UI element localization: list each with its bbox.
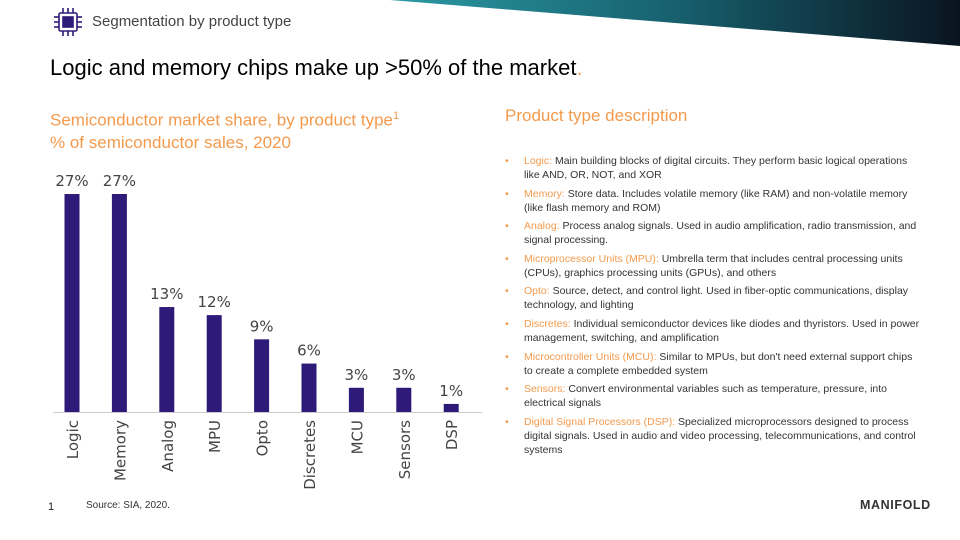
description-text: Umbrella term that includes central proc… xyxy=(524,252,903,279)
bullet-icon: • xyxy=(505,350,509,363)
data-label: 13% xyxy=(150,285,183,303)
bar-memory xyxy=(111,194,127,412)
description-term: Opto: xyxy=(524,285,550,298)
x-tick-label: Logic xyxy=(64,420,82,459)
bullet-icon: • xyxy=(505,220,509,233)
x-tick-label: Discretes xyxy=(301,420,319,490)
bar-logic xyxy=(64,194,80,412)
x-tick-label: Analog xyxy=(159,420,177,472)
description-term: Sensors: xyxy=(524,383,566,396)
x-tick-label: Memory xyxy=(111,420,129,481)
description-term: Analog: xyxy=(524,220,560,233)
brand-logo: MANIFOLD xyxy=(860,498,931,512)
bar-discretes xyxy=(301,363,317,412)
description-text: Store data. Includes volatile memory (li… xyxy=(524,187,908,214)
description-text: Convert environmental variables such as … xyxy=(524,383,888,410)
description-item: • Sensors: Convert environmental variable… xyxy=(505,382,920,410)
bar-mcu xyxy=(348,387,364,412)
bar-opto xyxy=(254,339,270,412)
bullet-icon: • xyxy=(505,383,509,396)
data-label: 9% xyxy=(250,317,274,335)
description-text: Process analog signals. Used in audio am… xyxy=(524,220,917,247)
description-item: • Opto: Source, detect, and control light… xyxy=(505,284,920,312)
description-text: Similar to MPUs, but don't need external… xyxy=(524,350,913,377)
description-title: Product type description xyxy=(505,106,688,125)
description-item: • Discretes: Individual semiconductor dev… xyxy=(505,317,920,345)
data-label: 3% xyxy=(392,366,416,384)
description-item: • Analog: Process analog signals. Used in… xyxy=(505,219,920,247)
description-item: • Microprocessor Units (MPU): Umbrella te… xyxy=(505,252,920,280)
description-text: Individual semiconductor devices like di… xyxy=(524,317,920,344)
description-text: Source, detect, and control light. Used … xyxy=(524,285,909,312)
description-item: • Microcontroller Units (MCU): Similar to… xyxy=(505,350,920,378)
chart-title-line2: % of semiconductor sales, 2020 xyxy=(50,132,291,152)
data-label: 12% xyxy=(198,293,231,311)
page-number: 1 xyxy=(48,501,55,513)
bar-analog xyxy=(159,307,175,412)
bullet-icon: • xyxy=(505,317,509,330)
description-term: Memory: xyxy=(524,187,565,200)
chart-title-line1: Semiconductor market share, by product t… xyxy=(50,110,400,130)
bar-dsp xyxy=(443,403,459,412)
description-item: • Memory: Store data. Includes volatile m… xyxy=(505,187,920,215)
description-list: • Logic: Main building blocks of digital … xyxy=(505,154,920,461)
x-tick-label: Opto xyxy=(254,420,272,456)
description-term: Logic: xyxy=(524,155,553,167)
bullet-icon: • xyxy=(505,285,509,298)
headline-text: Logic and memory chips make up >50% of t… xyxy=(50,55,577,80)
data-label: 27% xyxy=(103,172,136,190)
footnote-mark: 1 xyxy=(393,110,400,122)
bullet-icon: • xyxy=(505,155,509,167)
data-label: 1% xyxy=(439,382,463,400)
bar-mpu xyxy=(206,315,222,412)
x-tick-label: DSP xyxy=(443,420,461,450)
bar-chart: 27% Logic 27% Memory 13% Analog 12% MPU 9% Opto 6%… xyxy=(53,172,482,490)
description-item: • Logic: Main building blocks of digital … xyxy=(505,154,920,182)
bullet-icon: • xyxy=(505,415,509,428)
data-label: 3% xyxy=(345,366,369,384)
chip-icon xyxy=(54,8,82,36)
bullet-icon: • xyxy=(505,187,509,200)
description-term: Microprocessor Units (MPU): xyxy=(524,252,659,265)
description-term: Digital Signal Processors (DSP): xyxy=(524,415,676,428)
bullet-icon: • xyxy=(505,252,509,265)
page-headline: Logic and memory chips make up >50% of t… xyxy=(50,55,583,81)
data-label: 27% xyxy=(55,172,88,190)
bar-sensors xyxy=(396,387,412,412)
description-text: Specialized microprocessors designed to … xyxy=(524,415,916,456)
chart-title: Semiconductor market share, by product t… xyxy=(50,105,399,154)
description-term: Microcontroller Units (MCU): xyxy=(524,350,657,363)
header-banner xyxy=(390,0,960,46)
section-label: Segmentation by product type xyxy=(92,13,292,30)
x-tick-label: MCU xyxy=(348,420,366,454)
description-term: Discretes: xyxy=(524,317,571,330)
source-note: Source: SIA, 2020. xyxy=(86,500,170,511)
x-tick-label: MPU xyxy=(206,420,224,453)
headline-period: . xyxy=(576,55,583,80)
description-item: • Digital Signal Processors (DSP): Specia… xyxy=(505,415,920,457)
description-text: Main building blocks of digital circuits… xyxy=(524,155,908,181)
x-tick-label: Sensors xyxy=(396,420,414,479)
data-label: 6% xyxy=(297,342,321,360)
